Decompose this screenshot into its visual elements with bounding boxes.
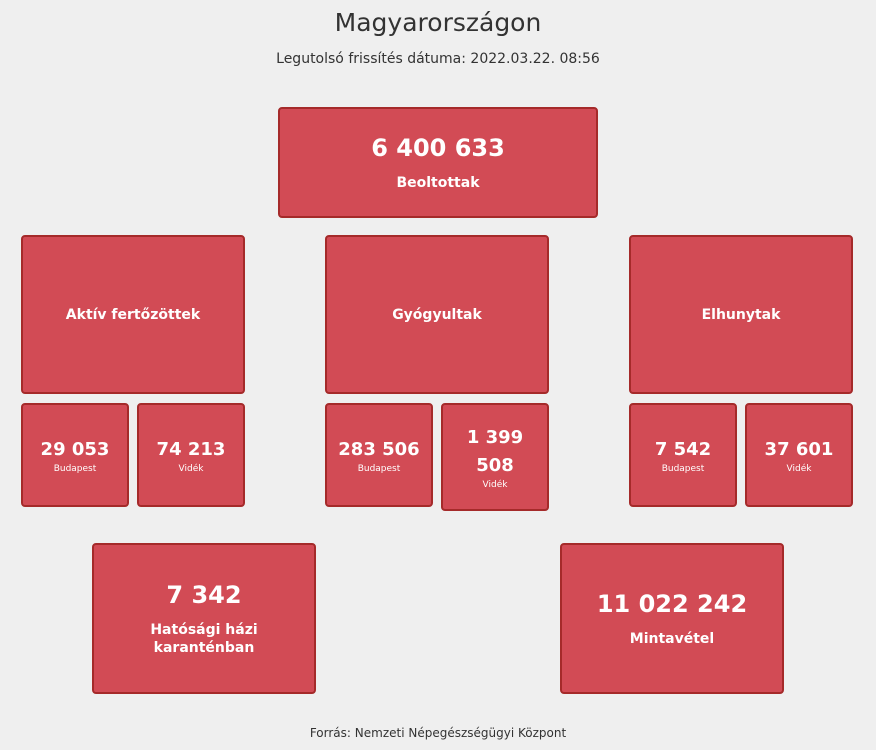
recovered-budapest-label: Budapest (357, 463, 401, 474)
vaccinated-label: Beoltottak (396, 174, 480, 191)
recovered-budapest-card: 283 506 Budapest (325, 403, 433, 507)
recovered-videk-value-line1: 1 399 (466, 426, 524, 448)
active-budapest-label: Budapest (53, 463, 97, 474)
deceased-budapest-label: Budapest (661, 463, 705, 474)
recovered-card: Gyógyultak (325, 235, 549, 394)
quarantine-value: 7 342 (166, 580, 242, 609)
recovered-videk-value-line2: 508 (476, 454, 514, 476)
deceased-videk-card: 37 601 Vidék (745, 403, 853, 507)
deceased-budapest-value: 7 542 (654, 438, 712, 460)
active-videk-value: 74 213 (156, 438, 226, 460)
deceased-card: Elhunytak (629, 235, 853, 394)
last-update-text: Legutolsó frissítés dátuma: 2022.03.22. … (276, 51, 600, 67)
active-videk-label: Vidék (178, 463, 204, 474)
deceased-videk-label: Vidék (786, 463, 812, 474)
quarantine-label-line1: Hatósági házi (150, 621, 258, 638)
sampling-label: Mintavétel (629, 630, 715, 647)
recovered-budapest-value: 283 506 (338, 438, 420, 460)
recovered-videk-card: 1 399 508 Vidék (441, 403, 549, 511)
deceased-budapest-card: 7 542 Budapest (629, 403, 737, 507)
deceased-label: Elhunytak (701, 306, 781, 323)
vaccinated-value: 6 400 633 (371, 133, 505, 162)
source-footer: Forrás: Nemzeti Népegészségügyi Központ (309, 726, 567, 740)
sampling-value: 11 022 242 (596, 589, 748, 618)
active-videk-card: 74 213 Vidék (137, 403, 245, 507)
recovered-videk-label: Vidék (482, 479, 508, 490)
active-budapest-card: 29 053 Budapest (21, 403, 129, 507)
quarantine-label-line2: karanténban (153, 639, 255, 656)
deceased-videk-value: 37 601 (764, 438, 834, 460)
quarantine-card: 7 342 Hatósági házi karanténban (92, 543, 316, 694)
active-budapest-value: 29 053 (40, 438, 110, 460)
sampling-card: 11 022 242 Mintavétel (560, 543, 784, 694)
recovered-label: Gyógyultak (392, 306, 482, 323)
page-title: Magyarországon (334, 8, 542, 37)
active-infected-card: Aktív fertőzöttek (21, 235, 245, 394)
vaccinated-card: 6 400 633 Beoltottak (278, 107, 598, 218)
active-infected-label: Aktív fertőzöttek (65, 306, 201, 323)
